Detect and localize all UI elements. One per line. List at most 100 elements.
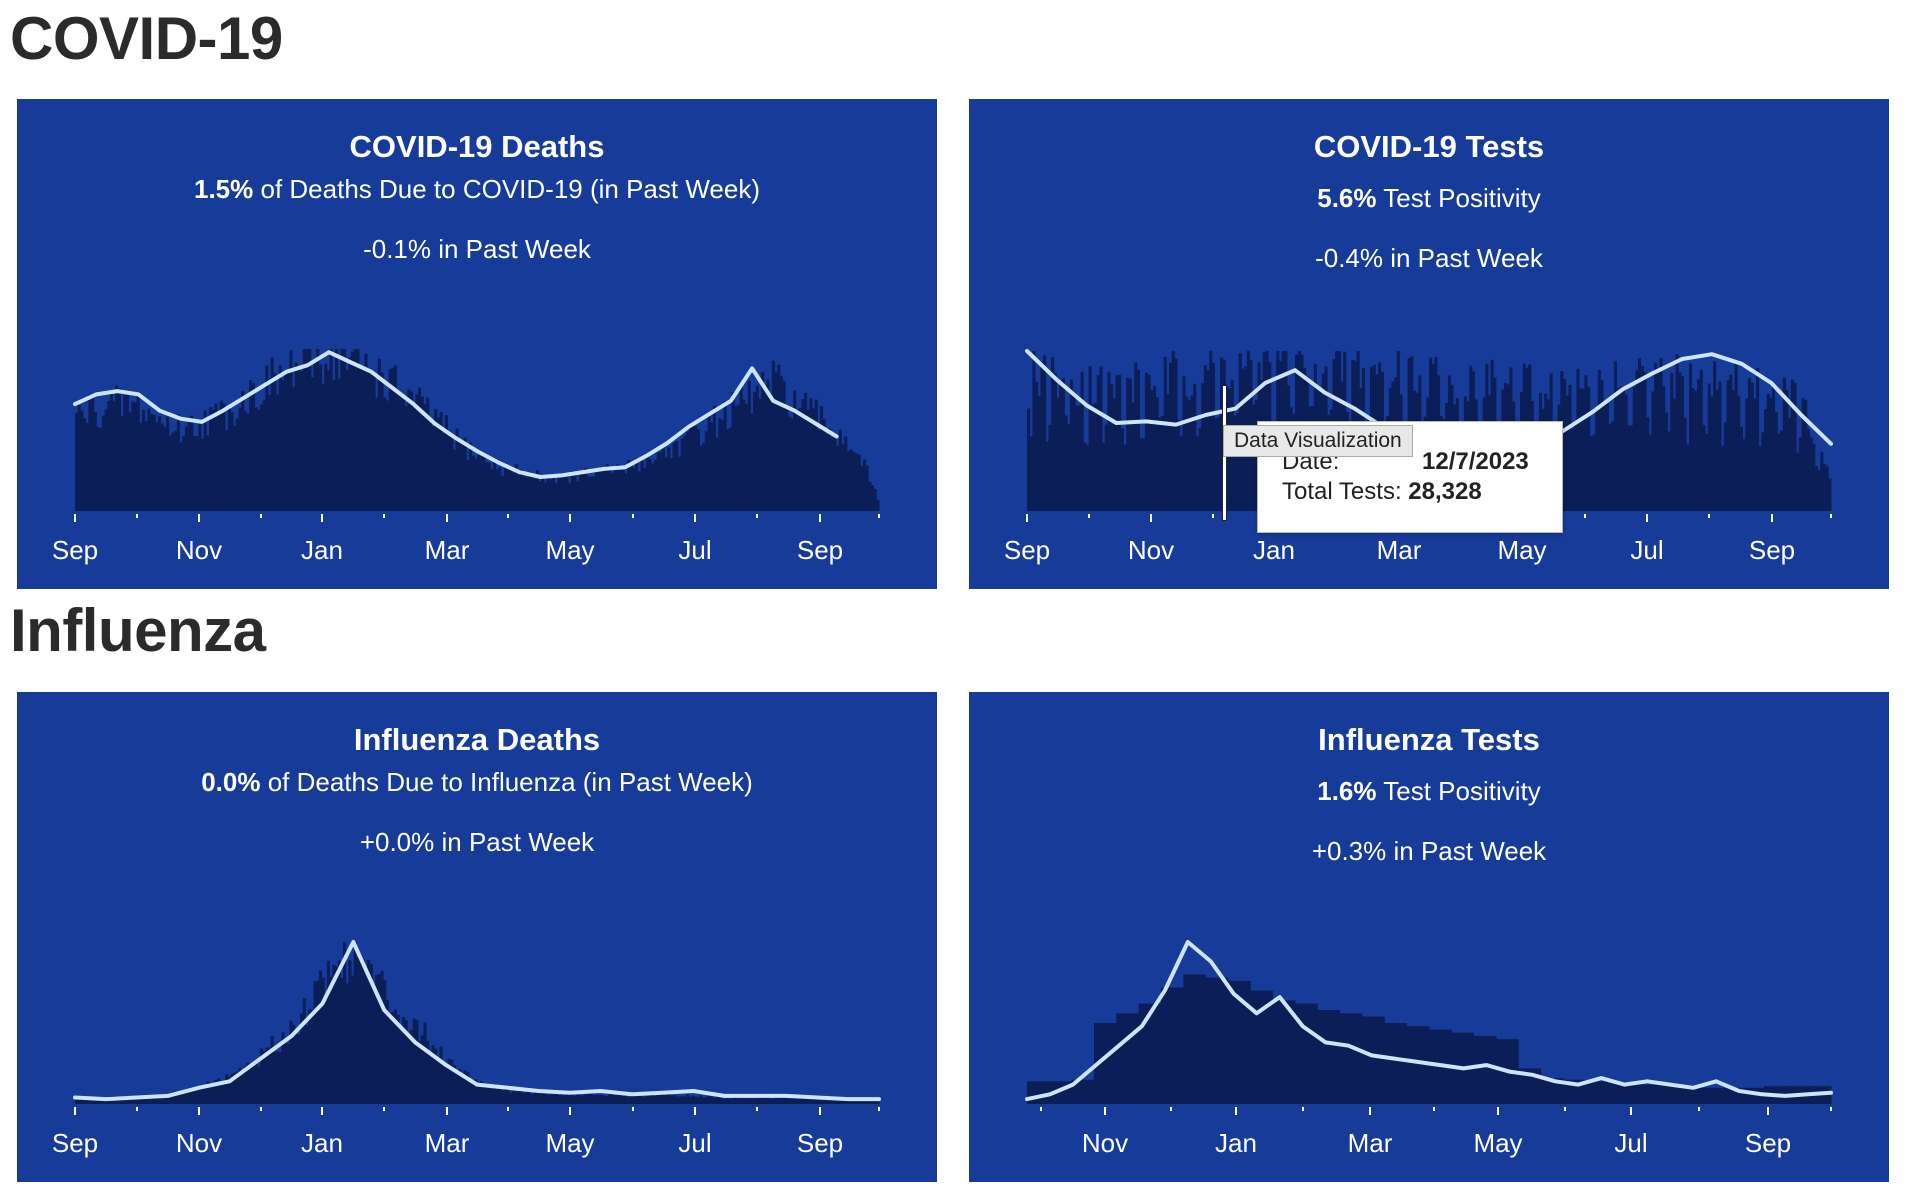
bar — [402, 1017, 406, 1104]
covid-tests-metric: 5.6% Test Positivity — [969, 183, 1889, 214]
bar — [763, 1097, 767, 1104]
bar — [573, 471, 577, 511]
x-tick-label: Nov — [1128, 535, 1174, 565]
bar — [391, 1012, 395, 1104]
bar — [88, 399, 92, 511]
bar — [1796, 452, 1800, 511]
bars-group — [1027, 974, 1832, 1104]
bar — [367, 960, 371, 1104]
bar — [1142, 438, 1146, 511]
bar — [519, 1089, 523, 1104]
x-axis: Sep Nov Jan Mar May Jul Sep — [52, 1107, 880, 1158]
bar — [335, 966, 339, 1104]
bar — [155, 422, 159, 511]
bar — [742, 1097, 746, 1104]
bar — [222, 1080, 226, 1104]
bar — [1635, 370, 1639, 511]
bar — [696, 429, 700, 511]
bar — [1659, 357, 1663, 511]
bar — [418, 1041, 422, 1104]
bar — [273, 373, 277, 511]
bar — [565, 1093, 569, 1104]
bar — [1064, 415, 1068, 511]
bar — [1769, 397, 1773, 511]
bar — [782, 1097, 786, 1104]
bar — [233, 1072, 237, 1104]
bar — [337, 960, 341, 1104]
bar — [246, 413, 250, 511]
bar — [321, 977, 325, 1104]
bar — [873, 1100, 877, 1104]
bar — [1595, 408, 1599, 511]
bar — [372, 373, 376, 511]
bar — [527, 1091, 531, 1104]
bar — [814, 399, 818, 511]
bar — [1179, 436, 1183, 511]
bar — [506, 1088, 510, 1104]
bar — [795, 409, 799, 511]
bar — [367, 368, 371, 511]
x-tick-label: Sep — [52, 1128, 98, 1158]
bar — [176, 414, 180, 511]
bar — [659, 1093, 663, 1104]
bar — [1205, 977, 1229, 1104]
bar — [1295, 1003, 1318, 1104]
bar — [297, 1034, 301, 1104]
bar — [211, 409, 215, 511]
bar — [335, 349, 339, 511]
bar — [1183, 974, 1207, 1104]
covid-deaths-chart[interactable]: Sep Nov Jan Mar May Jul Sep — [17, 99, 937, 589]
bar — [96, 1098, 100, 1104]
bar — [270, 357, 274, 511]
bar — [158, 1095, 162, 1104]
bar — [450, 1059, 454, 1104]
bar — [656, 1093, 660, 1104]
x-axis: Nov Jan Mar May Jul Sep — [1040, 1107, 1832, 1158]
bar — [605, 464, 609, 511]
bar — [1814, 466, 1818, 511]
bar — [1828, 478, 1832, 511]
bar — [519, 469, 523, 511]
bar — [696, 1096, 700, 1104]
bar — [533, 1091, 537, 1104]
bar — [125, 394, 129, 511]
bar — [637, 1094, 641, 1104]
influenza-deaths-chart[interactable]: Sep Nov Jan Mar May Jul Sep — [17, 692, 937, 1182]
bar — [326, 960, 330, 1104]
bar — [747, 1098, 751, 1104]
bar — [739, 384, 743, 511]
influenza-deaths-metric-text: of Deaths Due to Influenza (in Past Week… — [260, 767, 753, 797]
bar — [1209, 351, 1213, 511]
bar — [1579, 388, 1583, 511]
bar — [661, 449, 665, 511]
bar — [755, 1096, 759, 1104]
bar — [302, 349, 306, 511]
bar — [93, 1097, 97, 1104]
bar — [825, 434, 829, 511]
bar — [407, 389, 411, 511]
bar — [187, 417, 191, 511]
bar — [490, 468, 494, 511]
bar — [217, 415, 221, 511]
bar — [857, 1100, 861, 1104]
bar — [340, 977, 344, 1104]
bar — [820, 406, 824, 511]
bar — [490, 1088, 494, 1104]
bar — [871, 485, 875, 511]
bar — [262, 1051, 266, 1104]
bar — [423, 404, 427, 511]
bar — [463, 437, 467, 511]
bar — [1053, 373, 1057, 511]
bar — [562, 472, 566, 511]
bar — [635, 1094, 639, 1104]
bar — [463, 1070, 467, 1104]
bar — [597, 1095, 601, 1104]
bar — [549, 1092, 553, 1104]
bar — [1086, 445, 1090, 511]
bar — [270, 1035, 274, 1104]
bar — [1573, 423, 1577, 511]
influenza-tests-chart[interactable]: Nov Jan Mar May Jul Sep — [969, 692, 1889, 1182]
bar — [1630, 1084, 1653, 1104]
bar — [1780, 430, 1784, 511]
bar — [688, 1096, 692, 1104]
